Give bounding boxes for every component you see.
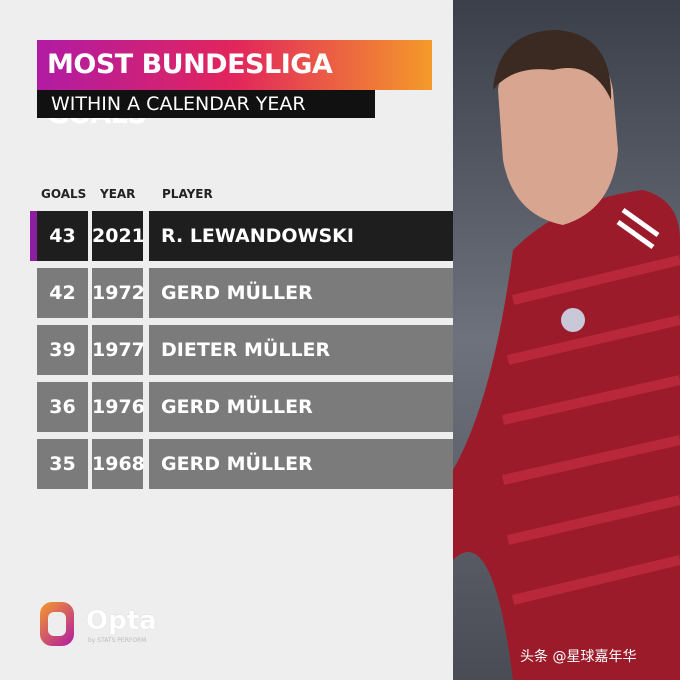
year-cell: 2021 — [92, 211, 145, 261]
column-header: GOALS — [41, 187, 87, 201]
player-cell: GERD MÜLLER — [149, 439, 453, 489]
player-cell: GERD MÜLLER — [149, 382, 453, 432]
logo-tagline: by STATS PERFORM — [88, 637, 147, 644]
subtitle: WITHIN A CALENDAR YEAR — [37, 90, 375, 118]
logo-mark-inner — [48, 612, 66, 636]
watermark: 头条 @星球嘉年华 — [520, 649, 637, 665]
column-header: PLAYER — [162, 187, 213, 201]
goals-cell: 35 — [37, 439, 88, 489]
player-photo — [453, 0, 680, 680]
year-cell: 1968 — [92, 439, 145, 489]
player-cell: DIETER MÜLLER — [149, 325, 453, 375]
year-cell: 1977 — [92, 325, 145, 375]
player-cell: R. LEWANDOWSKI — [149, 211, 453, 261]
goals-cell: 39 — [37, 325, 88, 375]
goals-cell: 36 — [37, 382, 88, 432]
year-cell: 1972 — [92, 268, 145, 318]
year-cell: 1976 — [92, 382, 145, 432]
goals-cell: 43 — [37, 211, 88, 261]
goals-cell: 42 — [37, 268, 88, 318]
title: MOST BUNDESLIGA GOALS — [37, 40, 432, 130]
logo-name: Opta — [86, 606, 157, 636]
column-header: YEAR — [100, 187, 136, 201]
player-cell: GERD MÜLLER — [149, 268, 453, 318]
highlight-bar — [30, 211, 37, 261]
